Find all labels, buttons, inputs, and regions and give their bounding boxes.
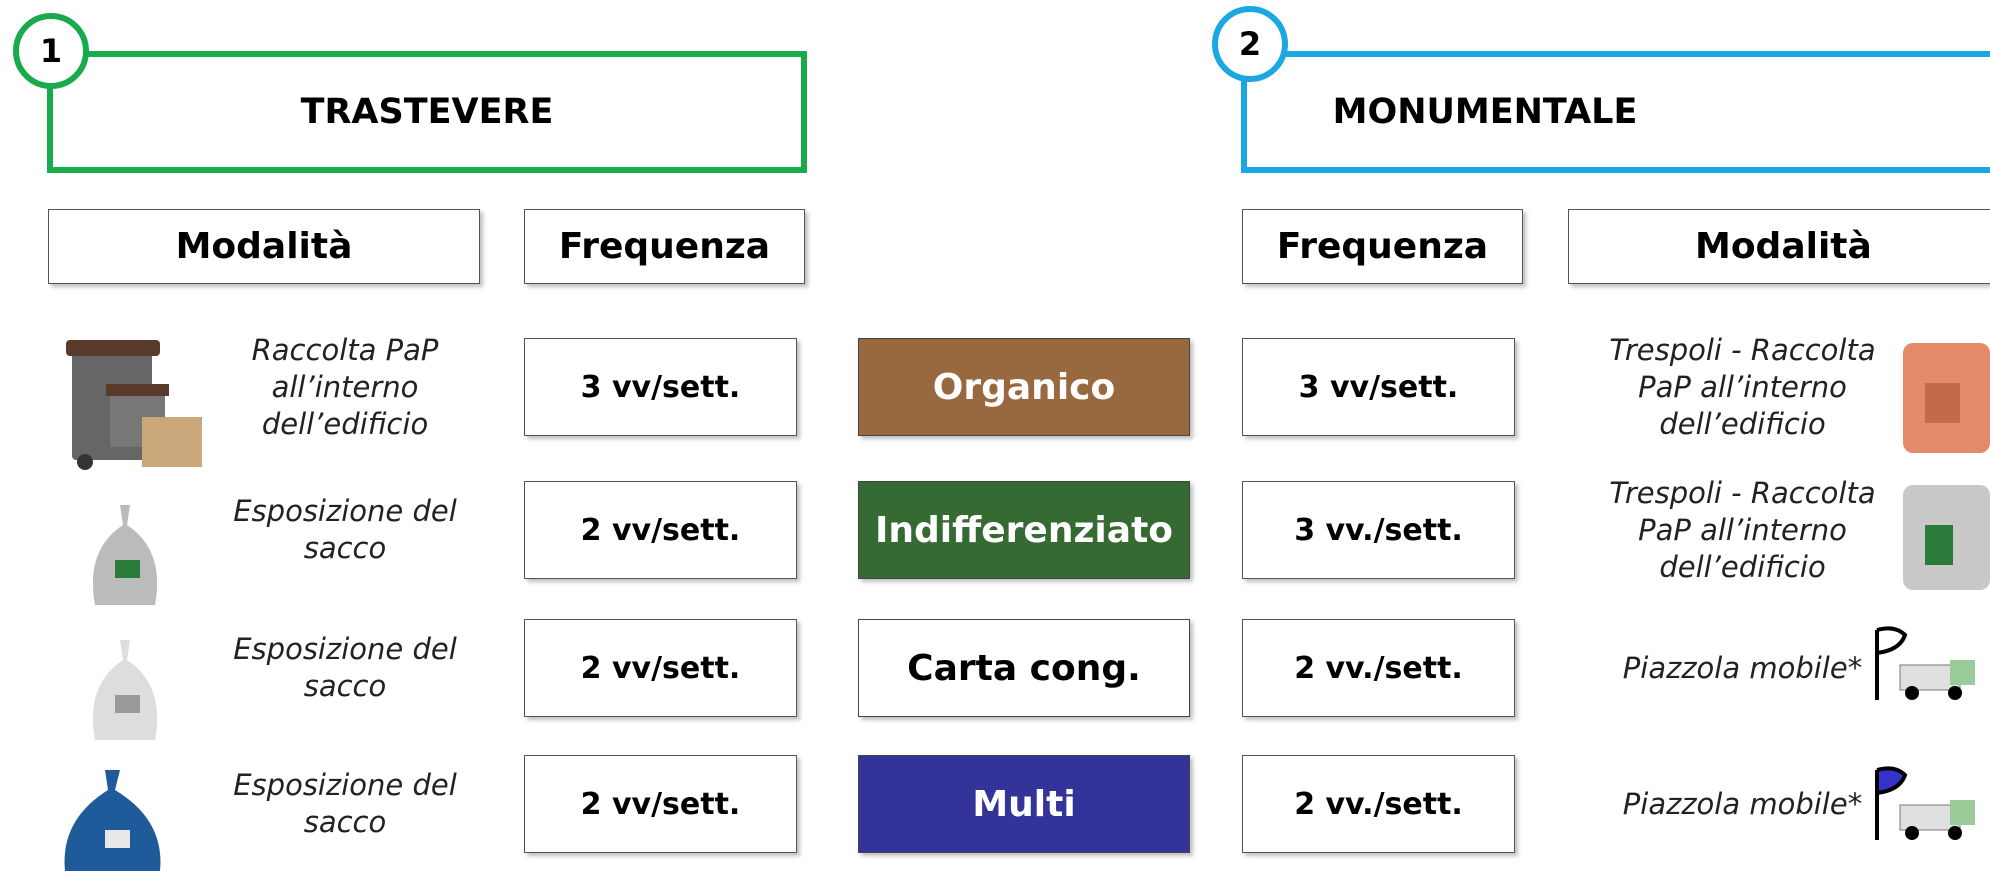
category: Organico [858,338,1190,436]
zone-name: MONUMENTALE [1332,92,1638,132]
trespolo-icon [1903,343,1990,453]
truck-icon [1875,626,1975,700]
modalita: Raccolta PaP all’interno dell’edificio [251,332,439,441]
frequenza: 2 vv/sett. [524,755,797,853]
zone-number: 1 [13,13,89,89]
bag-icon [92,505,158,605]
modalita: Piazzola mobile* [1622,786,1863,821]
bag-icon [92,640,158,740]
zone-name: TRASTEVERE [300,92,554,132]
column-header: Modalità [48,209,480,284]
frequenza: 2 vv./sett. [1242,619,1515,717]
modalita: Esposizione del sacco [233,768,457,839]
truck-icon [1875,766,1975,840]
bag-icon [64,770,161,871]
frequenza: 2 vv/sett. [524,619,797,717]
category: Indifferenziato [858,481,1190,579]
zone-box: MONUMENTALE [1241,51,1990,173]
modalita: Trespoli - Raccolta PaP all’interno dell… [1609,475,1876,584]
modalita: Trespoli - Raccolta PaP all’interno dell… [1609,332,1876,441]
modalita: Piazzola mobile* [1622,650,1863,685]
category: Multi [858,755,1190,853]
category: Carta cong. [858,619,1190,717]
frequenza: 2 vv/sett. [524,481,797,579]
trespolo-icon [1903,485,1990,590]
zone-box: TRASTEVERE [47,51,807,173]
frequenza: 3 vv./sett. [1242,481,1515,579]
column-header: Frequenza [1242,209,1523,284]
frequenza: 3 vv/sett. [1242,338,1515,436]
frequenza: 2 vv./sett. [1242,755,1515,853]
frequenza: 3 vv/sett. [524,338,797,436]
column-header: Frequenza [524,209,805,284]
column-header: Modalità [1568,209,1990,284]
modalita: Esposizione del sacco [233,632,457,703]
modalita: Esposizione del sacco [233,494,457,565]
zone-number: 2 [1212,6,1288,82]
bin-icon [66,340,202,470]
